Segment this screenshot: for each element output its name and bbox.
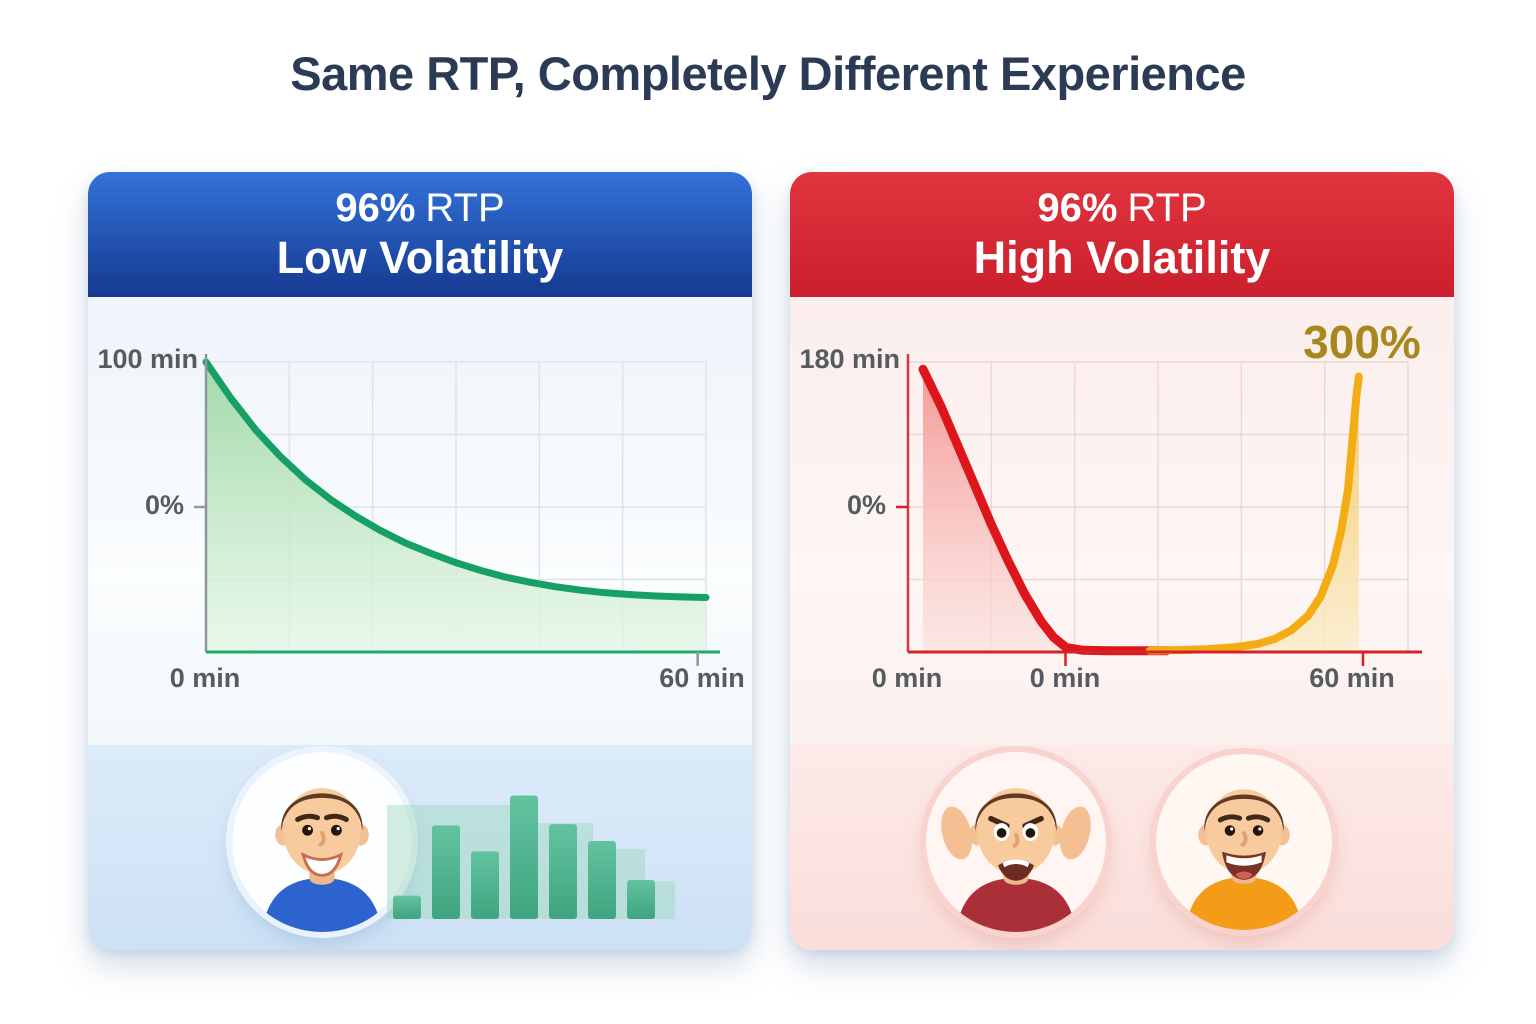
low-y-axis-top-label: 100 min [97, 344, 198, 374]
stressed-player-illustration [926, 752, 1106, 932]
win-bar [588, 841, 616, 919]
win-bar [510, 795, 538, 919]
win-bar [393, 895, 421, 919]
low-volatility-card: 96% RTP Low Volatility 100 min 0% 0 min 6… [88, 172, 752, 950]
fast-loss-drop-area [923, 369, 1167, 652]
win-bar [627, 880, 655, 919]
high-volatility-card: 96% RTP High Volatility 180 min 0% 0 min … [790, 172, 1454, 950]
stressed-player-avatar [926, 752, 1106, 932]
high-x-axis-mid-label: 0 min [1029, 663, 1101, 693]
low-volatility-title: Low Volatility [276, 231, 564, 283]
page-title: Same RTP, Completely Different Experienc… [290, 47, 1246, 100]
low-header-rtp-line: 96% RTP [335, 186, 504, 231]
win-frequency-bars [385, 769, 675, 924]
low-x-axis-end-label: 60 min [659, 663, 745, 693]
low-volatility-footer [88, 745, 752, 950]
low-volatility-chart-section: 100 min 0% 0 min 60 min [88, 297, 752, 745]
high-volatility-title: High Volatility [973, 231, 1271, 283]
late-big-win-spike-area [1149, 376, 1359, 652]
steady-bankroll-decline [202, 358, 710, 601]
win-bar [549, 824, 577, 919]
low-x-axis-start-label: 0 min [169, 663, 241, 693]
high-y-axis-top-label: 180 min [799, 344, 900, 374]
calm-player-illustration [232, 752, 412, 932]
low-rtp-label: RTP [425, 185, 505, 230]
low-volatility-chart [194, 354, 720, 666]
low-volatility-card-header: 96% RTP Low Volatility [88, 172, 752, 297]
happy-winner-avatar [1156, 754, 1332, 930]
high-volatility-card-header: 96% RTP High Volatility [790, 172, 1454, 297]
bars-group [393, 795, 655, 919]
low-rtp-value: 96% [335, 185, 416, 230]
high-y-axis-zero-label: 0% [846, 490, 886, 520]
low-y-axis-zero-label: 0% [144, 490, 184, 520]
win-bar [432, 825, 460, 919]
high-x-axis-end-label: 60 min [1309, 663, 1395, 693]
spike-peak-label: 300% [1303, 316, 1421, 368]
happy-winner-illustration [1156, 754, 1332, 930]
win-bar [471, 851, 499, 919]
high-volatility-chart [896, 354, 1422, 666]
steady-bankroll-decline-area [206, 362, 706, 652]
late-big-win-spike [1145, 372, 1363, 655]
win-frequency-bars-svg [387, 795, 675, 919]
calm-player-avatar [232, 752, 412, 932]
high-volatility-chart-section: 180 min 0% 0 min 0 min 60 min 300% [790, 297, 1454, 745]
high-volatility-footer [790, 745, 1454, 950]
high-x-axis-start-label: 0 min [871, 663, 943, 693]
high-rtp-value: 96% [1037, 185, 1118, 230]
high-rtp-label: RTP [1127, 185, 1207, 230]
high-header-rtp-line: 96% RTP [1037, 186, 1206, 231]
